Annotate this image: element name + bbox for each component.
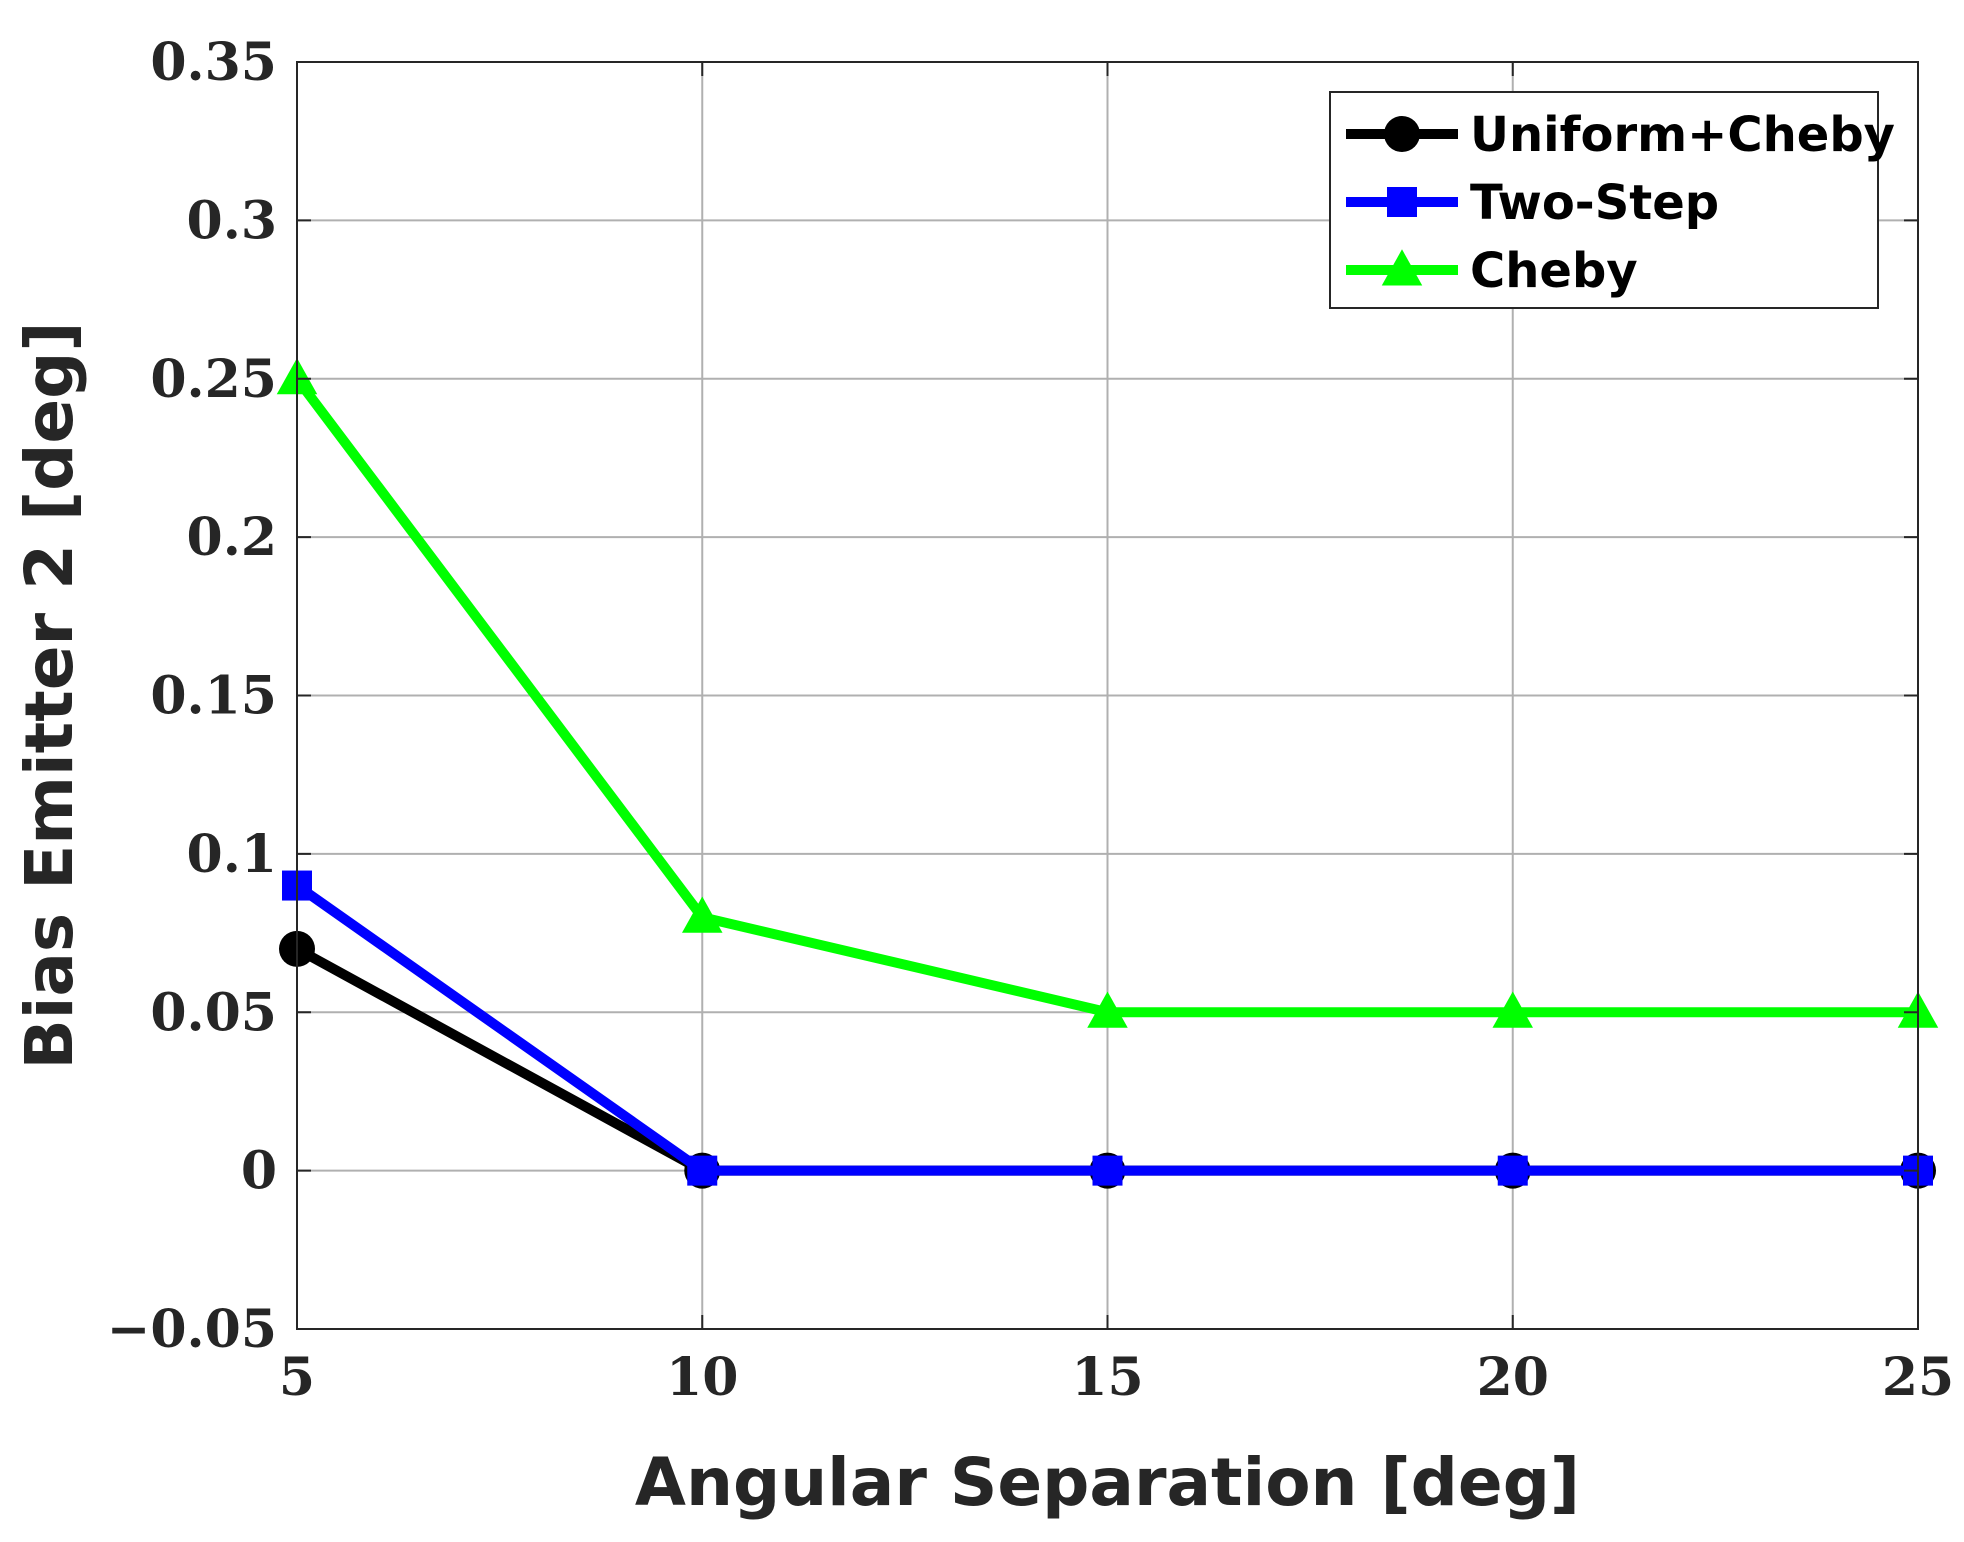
series-1-point-2 (1092, 1155, 1123, 1186)
y-tick-label-6: 0.25 (150, 349, 277, 410)
legend-entry-2: Cheby (1346, 243, 1638, 299)
x-tick-label-1: 10 (666, 1347, 738, 1408)
legend-marker-2 (1381, 249, 1423, 286)
series-2-point-3 (1492, 991, 1533, 1028)
legend-marker-1 (1387, 187, 1417, 217)
legend-label-1: Two-Step (1470, 175, 1719, 231)
legend-label-2: Cheby (1470, 243, 1638, 299)
y-tick-label-5: 0.2 (187, 507, 277, 568)
series-1-point-1 (687, 1155, 718, 1186)
x-tick-label-4: 25 (1882, 1347, 1954, 1408)
x-tick-label-3: 20 (1477, 1347, 1549, 1408)
y-tick-label-3: 0.1 (187, 824, 277, 885)
legend: Uniform+Cheby Two-Step Cheby (1329, 91, 1895, 309)
y-axis-label: Bias Emitter 2 [deg] (11, 321, 88, 1069)
legend-label-0: Uniform+Cheby (1470, 107, 1895, 163)
legend-entry-1: Two-Step (1346, 175, 1719, 231)
y-tick-label-0: −0.05 (107, 1299, 277, 1360)
y-tick-label-7: 0.3 (187, 190, 277, 251)
y-tick-label-2: 0.05 (150, 982, 277, 1043)
series-2-point-2 (1087, 991, 1128, 1028)
y-tick-label-4: 0.15 (150, 666, 277, 727)
legend-entry-0: Uniform+Cheby (1346, 107, 1895, 163)
x-axis-label: Angular Separation [deg] (635, 1444, 1580, 1521)
y-axis-ticks: −0.05 0 0.05 0.1 0.15 0.2 0.25 0.3 0.35 (107, 32, 1918, 1360)
series-layer (276, 358, 1939, 1189)
legend-marker-0 (1384, 116, 1420, 152)
y-tick-label-1: 0 (241, 1141, 277, 1202)
x-tick-label-2: 15 (1071, 1347, 1143, 1408)
x-tick-label-0: 5 (279, 1347, 315, 1408)
y-tick-label-8: 0.35 (150, 32, 277, 93)
x-axis-ticks: 5 10 15 20 25 (279, 62, 1954, 1408)
series-2-point-1 (682, 896, 723, 933)
series-1-point-3 (1497, 1155, 1528, 1186)
